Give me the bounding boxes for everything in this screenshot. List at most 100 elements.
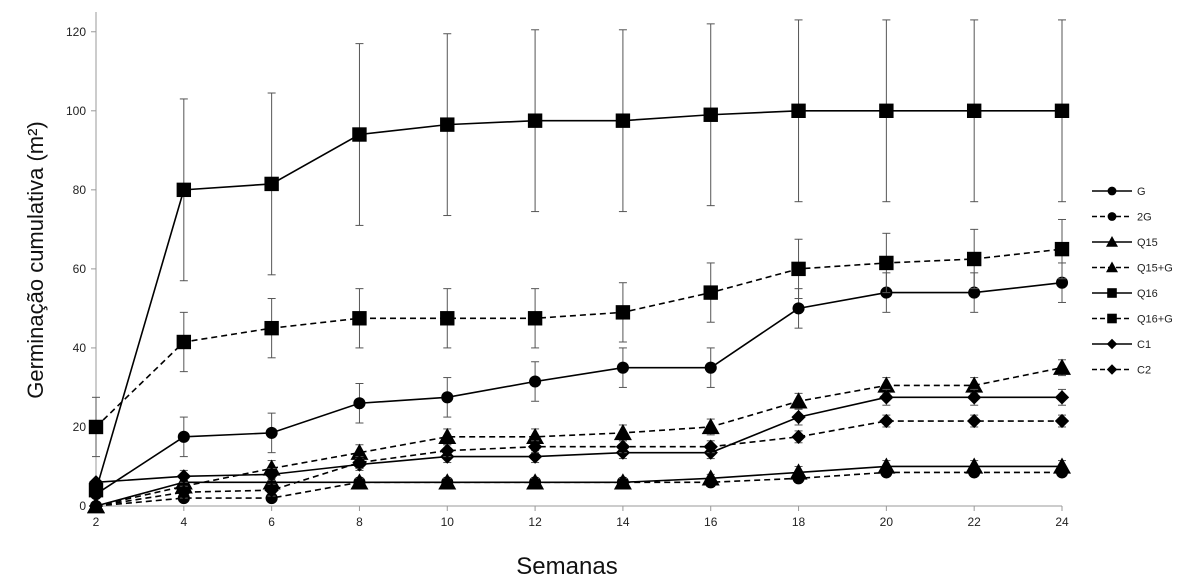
legend-label: Q15 <box>1137 237 1158 249</box>
data-point <box>526 427 545 445</box>
y-tick-label: 0 <box>79 499 86 513</box>
data-point <box>350 473 369 490</box>
data-point <box>1053 457 1071 474</box>
series-line <box>95 110 1062 491</box>
data-point <box>438 427 457 445</box>
data-point <box>965 376 984 393</box>
series-2g <box>89 466 1069 513</box>
legend-item: Q15+G <box>1092 261 1173 275</box>
data-point <box>265 426 278 439</box>
legend-marker <box>1107 313 1117 324</box>
series-g <box>89 262 1069 501</box>
legend-label: G <box>1137 186 1146 198</box>
data-point <box>615 305 631 320</box>
data-point <box>265 492 278 505</box>
data-point <box>264 483 279 498</box>
data-point <box>879 413 894 429</box>
data-point <box>440 443 455 458</box>
data-point <box>703 439 718 454</box>
data-point <box>527 439 543 454</box>
data-point <box>791 409 806 425</box>
series-line <box>95 420 1062 507</box>
legend-marker <box>1106 364 1118 375</box>
data-point <box>967 390 982 405</box>
series-line <box>95 366 1063 507</box>
data-point <box>88 482 104 498</box>
x-tick-label: 24 <box>1055 515 1069 529</box>
y-tick-label: 60 <box>73 262 87 276</box>
x-tick-label: 20 <box>880 515 894 529</box>
data-point <box>792 302 805 315</box>
data-point <box>176 469 191 484</box>
data-point <box>526 473 545 490</box>
data-point <box>350 443 369 460</box>
data-point <box>789 392 808 409</box>
x-tick-label: 18 <box>792 515 806 529</box>
data-point <box>704 361 717 374</box>
data-point <box>791 103 806 118</box>
x-tick-label: 12 <box>528 515 542 529</box>
data-point <box>879 390 894 405</box>
y-tick-label: 40 <box>73 341 87 355</box>
data-point <box>176 485 191 500</box>
data-point <box>88 498 104 514</box>
data-point <box>88 419 104 435</box>
data-point <box>529 375 542 388</box>
x-tick-label: 4 <box>180 515 187 529</box>
data-point <box>613 473 632 490</box>
y-tick-label: 120 <box>66 25 86 39</box>
series-q16-g <box>88 218 1070 458</box>
legend-marker <box>1107 212 1117 221</box>
series-line <box>95 281 1063 495</box>
data-point <box>789 463 808 480</box>
data-point <box>1054 413 1070 429</box>
data-point <box>353 397 366 410</box>
data-point <box>965 457 984 474</box>
data-point <box>1054 390 1070 405</box>
legend-marker <box>1107 186 1117 196</box>
data-point <box>88 475 104 490</box>
x-tick-label: 10 <box>441 515 455 529</box>
data-point <box>616 361 629 374</box>
data-point <box>877 376 896 393</box>
data-point <box>703 285 718 300</box>
data-point <box>613 423 632 441</box>
legend-marker <box>1106 236 1118 247</box>
data-point <box>352 311 367 326</box>
series-q16 <box>88 19 1070 498</box>
y-tick-label: 100 <box>66 104 86 118</box>
data-point <box>527 311 543 326</box>
legend-marker <box>1106 338 1118 350</box>
data-point <box>701 469 720 486</box>
legend-item: G <box>1092 186 1146 198</box>
data-point <box>967 413 982 429</box>
legend-label: C1 <box>1137 339 1151 351</box>
data-point <box>1053 358 1071 375</box>
data-point <box>440 311 455 326</box>
y-tick-label: 80 <box>73 183 87 197</box>
data-point <box>703 107 718 122</box>
data-point <box>879 103 894 118</box>
x-tick-label: 14 <box>616 515 630 529</box>
x-tick-label: 2 <box>93 515 100 529</box>
legend-label: Q16+G <box>1137 314 1173 326</box>
legend-item: Q16 <box>1092 288 1158 300</box>
legend-item: Q15 <box>1092 236 1158 249</box>
data-point <box>1055 276 1069 289</box>
data-point <box>264 467 279 482</box>
series-c2 <box>88 413 1070 514</box>
data-point <box>1054 103 1070 118</box>
legend-label: 2G <box>1137 212 1152 224</box>
legend-marker <box>1107 288 1117 298</box>
series-line <box>95 396 1062 484</box>
legend: G 2G Q15 Q15+G Q16 Q16+G C1 C2 <box>1092 186 1173 377</box>
data-point <box>877 457 896 474</box>
plot-area <box>87 19 1071 514</box>
series-c1 <box>88 388 1070 490</box>
data-point <box>1054 241 1070 257</box>
data-point <box>177 430 190 443</box>
legend-item: Q16+G <box>1092 314 1173 326</box>
data-point <box>440 117 455 132</box>
